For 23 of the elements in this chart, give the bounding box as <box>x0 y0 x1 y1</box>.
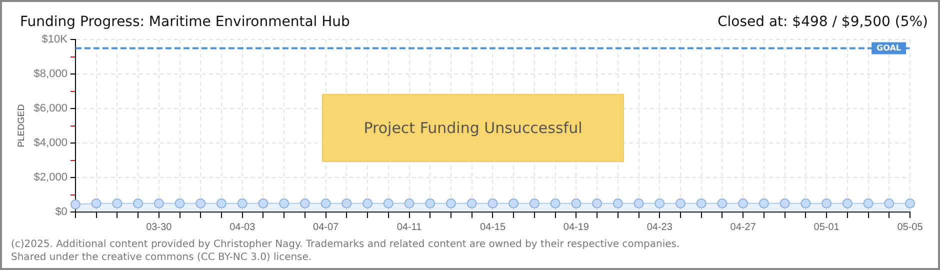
notice-box: Project Funding Unsuccessful <box>322 94 624 162</box>
x-tick-label: 04-23 <box>646 222 673 233</box>
x-tick-label: 04-15 <box>480 222 506 233</box>
y-tick-label: $10K <box>42 34 68 46</box>
x-tick-label: 05-01 <box>814 222 840 233</box>
x-tick-label: 03-30 <box>146 222 172 233</box>
ref-line-label: GOAL <box>876 43 902 52</box>
y-tick-label: $8,000 <box>34 68 68 80</box>
y-tick-label: $4,000 <box>34 137 68 150</box>
x-tick-label: 04-19 <box>563 222 590 233</box>
text: Shared under the creative commons (CC BY-NC 3.0) license. <box>11 251 313 264</box>
x-tick-label: 04-07 <box>313 222 340 233</box>
y-tick-label: $0 <box>55 206 68 218</box>
chart-subtitle: Closed at: $498 / $9,500 (5%) <box>717 14 928 30</box>
x-tick-label: 05-05 <box>897 222 924 233</box>
chart-title: Funding Progress: Maritime Environmental Hub <box>20 14 350 30</box>
text: (c)2025. Additional content provided by Christopher Nagy. Trademarks and related content are owned by their respective companies. <box>11 238 680 251</box>
x-tick-label: 04-27 <box>730 222 756 233</box>
x-tick-label: 04-03 <box>230 222 256 233</box>
y-tick-label: $2,000 <box>34 172 68 184</box>
y-tick-label: $6,000 <box>34 102 68 115</box>
x-tick-label: 04-11 <box>396 222 422 233</box>
y-axis-title: PLEDGED <box>16 104 26 148</box>
